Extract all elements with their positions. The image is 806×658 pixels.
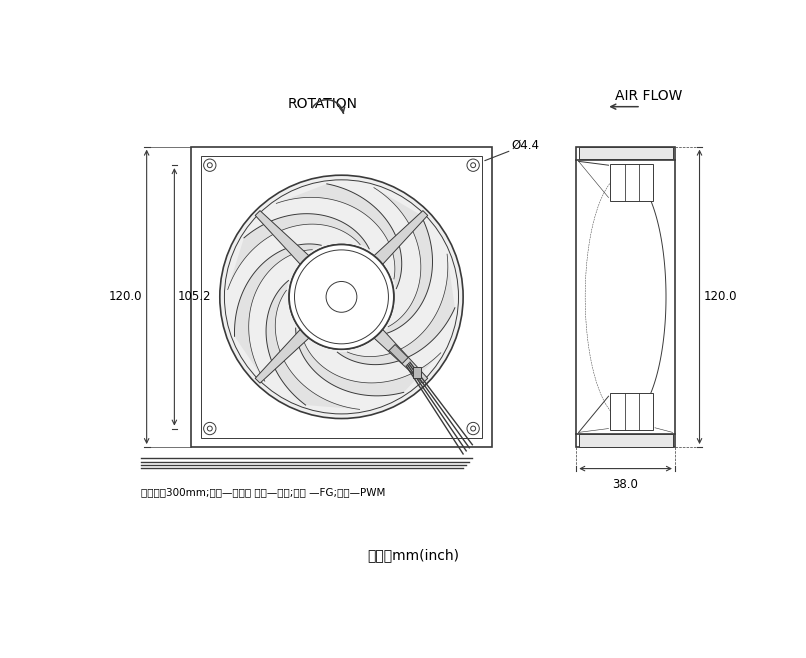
Polygon shape [338,254,455,365]
Circle shape [207,426,212,431]
Polygon shape [235,244,322,381]
Text: 38.0: 38.0 [613,478,638,491]
Circle shape [326,282,357,313]
Circle shape [467,422,480,435]
Bar [610,393,654,430]
Circle shape [289,245,394,349]
Polygon shape [266,280,359,409]
Text: AIR FLOW: AIR FLOW [615,89,683,103]
Circle shape [471,163,476,168]
Circle shape [289,245,394,349]
Bar [576,147,675,447]
Bar [413,367,422,378]
Text: 框外线长300mm;红色—正极； 黑色—负极;黄色 —FG;蓝色—PWM: 框外线长300mm;红色—正极； 黑色—负极;黄色 —FG;蓝色—PWM [141,487,385,497]
Polygon shape [256,211,310,265]
Bar [579,147,672,159]
Polygon shape [276,184,401,289]
Circle shape [204,422,216,435]
Polygon shape [373,328,428,383]
Bar [201,156,482,438]
Polygon shape [374,188,433,334]
Polygon shape [256,328,310,383]
Circle shape [220,175,463,418]
Circle shape [294,250,388,344]
Circle shape [471,426,476,431]
Circle shape [294,250,388,344]
Text: 单位：mm(inch): 单位：mm(inch) [367,548,459,562]
Bar [579,434,672,447]
Circle shape [207,163,212,168]
Bar [610,164,654,201]
Bar [191,147,492,447]
Text: 120.0: 120.0 [704,290,737,303]
Polygon shape [389,345,408,364]
Text: 105.2: 105.2 [177,290,211,303]
Text: Ø4.4: Ø4.4 [484,138,540,161]
Text: ROTATION: ROTATION [287,97,357,111]
Text: 120.0: 120.0 [109,290,142,303]
Circle shape [467,159,480,171]
Circle shape [326,282,357,313]
Polygon shape [296,328,441,396]
Polygon shape [373,211,428,265]
Circle shape [204,159,216,171]
Polygon shape [228,214,369,290]
